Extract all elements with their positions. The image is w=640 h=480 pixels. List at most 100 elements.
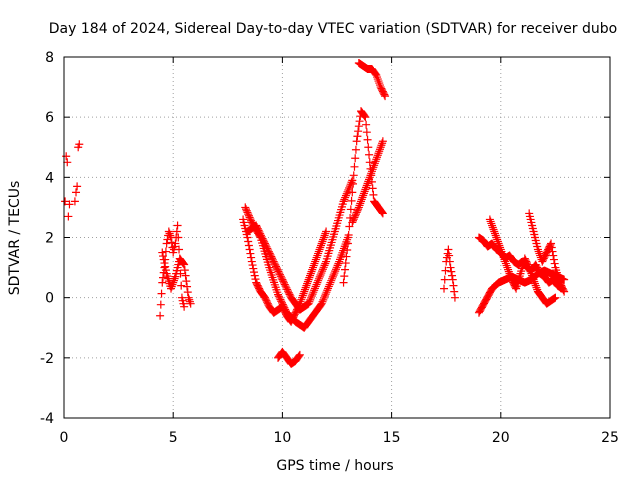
data-point (250, 268, 259, 277)
data-point (373, 151, 382, 160)
data-point (370, 161, 379, 170)
data-point (369, 190, 378, 199)
data-point (448, 275, 457, 284)
data-point (322, 288, 331, 297)
data-point (332, 263, 341, 272)
data-point (375, 147, 384, 156)
data-point (243, 208, 252, 217)
data-point (174, 233, 183, 242)
data-point (175, 245, 184, 254)
data-point (343, 239, 352, 248)
data-point (309, 288, 318, 297)
data-point (331, 267, 340, 276)
data-point (246, 215, 255, 224)
data-point (258, 234, 267, 243)
data-point (180, 266, 189, 275)
data-point (300, 287, 309, 296)
data-point (275, 293, 284, 302)
data-point (308, 263, 317, 272)
data-point (531, 281, 540, 290)
data-point (244, 211, 253, 220)
data-point (167, 284, 176, 293)
data-point (315, 245, 324, 254)
data-point (329, 270, 338, 279)
data-point (306, 295, 315, 304)
data-point (357, 197, 366, 206)
data-point (256, 229, 265, 238)
data-point (253, 224, 262, 233)
data-point (528, 273, 537, 282)
x-tick-label: 15 (383, 430, 401, 446)
data-point (440, 275, 449, 284)
data-point (377, 141, 386, 150)
data-point (314, 276, 323, 285)
data-point (178, 258, 187, 267)
data-point (317, 299, 326, 308)
data-point (361, 185, 370, 194)
data-point (489, 225, 498, 234)
data-point (365, 175, 374, 184)
data-point (359, 111, 368, 120)
data-point (308, 265, 317, 274)
data-point (272, 264, 281, 273)
data-point (297, 295, 306, 304)
data-point (359, 191, 368, 200)
data-point (443, 249, 452, 258)
data-point (185, 297, 194, 306)
data-point (185, 295, 194, 304)
data-point (360, 187, 369, 196)
data-point (304, 275, 313, 284)
x-axis-ticks: 0 5 10 15 20 25 (60, 57, 619, 446)
data-point (294, 352, 303, 361)
data-point (279, 278, 288, 287)
data-point (353, 206, 362, 215)
data-point (487, 219, 496, 228)
data-point (348, 188, 357, 197)
data-point (450, 293, 459, 302)
data-point (526, 267, 535, 276)
data-point (488, 223, 497, 232)
x-tick-label: 10 (273, 430, 291, 446)
data-point (504, 265, 513, 274)
data-point (362, 128, 371, 137)
data-point (275, 269, 284, 278)
data-point (559, 286, 568, 295)
data-point (549, 255, 558, 264)
data-point (242, 205, 250, 214)
data-point (159, 273, 168, 282)
data-point (373, 73, 382, 82)
data-point (363, 179, 372, 188)
data-point (299, 289, 308, 298)
data-point (350, 213, 359, 222)
data-point (244, 237, 253, 246)
data-point (324, 284, 333, 293)
data-point (362, 120, 371, 129)
data-point (252, 221, 261, 230)
data-point (343, 246, 352, 255)
data-point (248, 261, 257, 270)
chart-title: Day 184 of 2024, Sidereal Day-to-day VTE… (49, 21, 617, 37)
data-point (372, 71, 381, 80)
data-point (319, 233, 328, 242)
data-point (320, 261, 329, 270)
data-point (257, 232, 266, 241)
data-point (330, 269, 339, 278)
y-tick-label: 0 (45, 291, 54, 307)
data-point (276, 272, 285, 281)
data-point (274, 267, 283, 276)
data-point (496, 245, 505, 254)
data-point (359, 189, 368, 198)
data-point (64, 212, 73, 221)
data-point (340, 272, 349, 281)
data-point (506, 271, 515, 280)
data-point (354, 127, 363, 136)
data-point (183, 288, 192, 297)
data-point (355, 201, 364, 210)
data-point (304, 299, 313, 308)
data-point (490, 229, 499, 238)
data-point (159, 255, 168, 264)
y-tick-label: 6 (45, 110, 54, 126)
data-point (305, 297, 314, 306)
data-point (247, 257, 256, 266)
data-point (280, 303, 289, 312)
